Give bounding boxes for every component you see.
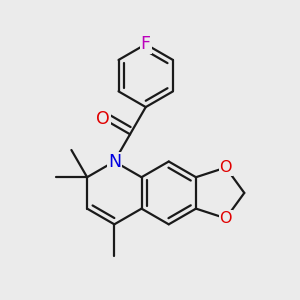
Text: N: N (108, 152, 121, 170)
Text: O: O (220, 160, 232, 175)
Text: O: O (96, 110, 110, 128)
Text: O: O (220, 211, 232, 226)
Text: F: F (141, 35, 151, 53)
